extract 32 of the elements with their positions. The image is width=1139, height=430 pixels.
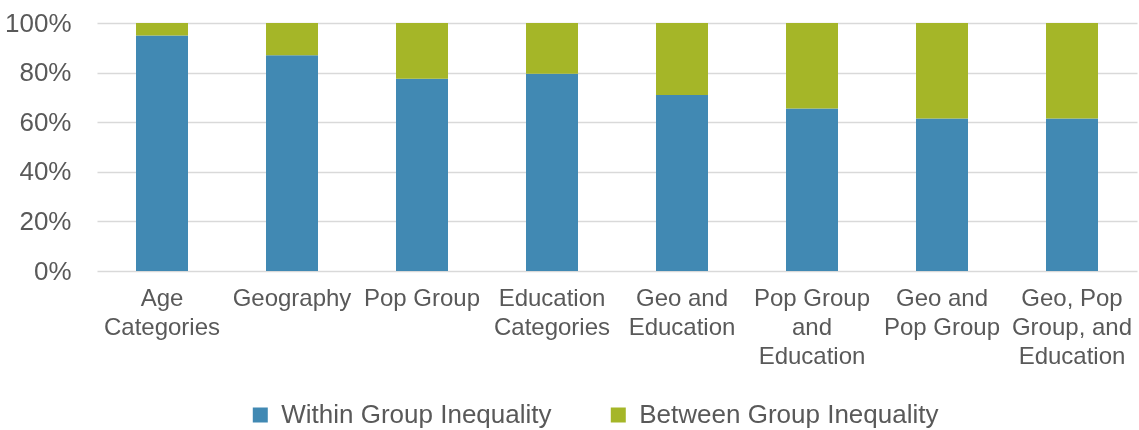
bar [916,118,968,271]
x-tick-label: Geo, Pop Group, and Education [1011,283,1133,369]
x-tick-label: Pop Group [363,283,481,311]
bar [786,23,838,109]
y-tick-label: 20% [19,205,72,236]
bar [526,23,578,74]
x-tick-label: Geo and Education [628,283,736,340]
y-tick-label: 0% [33,255,72,286]
y-tick-label: 80% [19,57,72,88]
bar [266,23,318,56]
bar [396,78,448,271]
bar [656,94,708,271]
y-tick-label: 60% [19,106,72,137]
x-tick-label: Geo and Pop Group [883,283,1001,340]
bar [396,23,448,79]
bar [656,23,708,95]
y-tick-label: 100% [5,7,72,38]
legend-label: Within Group Inequality [281,399,552,429]
bar [136,35,188,271]
x-tick-label: Age Categories [103,283,221,340]
x-tick-label: Geography [232,283,352,311]
bar [526,73,578,271]
bar [786,108,838,271]
bar [136,23,188,36]
x-tick-label: Education Categories [493,283,611,340]
legend-label: Between Group Inequality [639,399,939,429]
bar [1046,118,1098,271]
x-tick-label: Pop Group and Education [753,283,871,369]
bar [266,55,318,271]
bar [916,23,968,119]
y-tick-label: 40% [19,156,72,187]
bar [1046,23,1098,119]
